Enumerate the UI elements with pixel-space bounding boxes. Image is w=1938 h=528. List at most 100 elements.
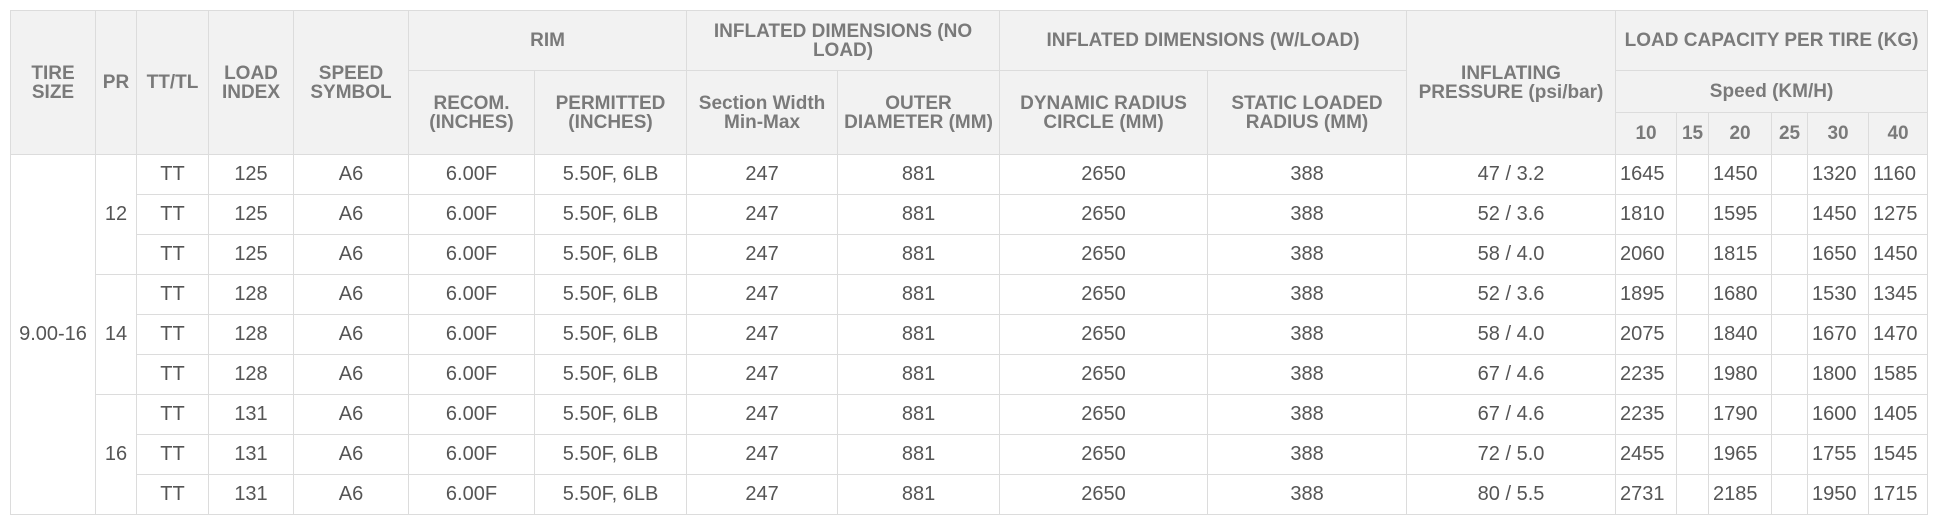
cell: 67 / 4.6 — [1406, 394, 1617, 435]
cell: TT — [136, 434, 209, 475]
table-head: TIRE SIZE PR TT/TL LOAD INDEX SPEED SYMB… — [10, 10, 1929, 155]
cell: 5.50F, 6LB — [533, 154, 688, 195]
empty-cell — [1676, 394, 1710, 435]
cell: 881 — [837, 274, 1001, 315]
cell: A6 — [293, 354, 409, 395]
cell: 247 — [686, 394, 839, 435]
cell: A6 — [293, 194, 409, 235]
load-cell: 1650 — [1807, 234, 1870, 275]
cell: 881 — [837, 354, 1001, 395]
cell: 58 / 4.0 — [1406, 314, 1617, 355]
empty-cell — [1676, 434, 1710, 475]
header-cell: LOAD CAPACITY PER TIRE (KG) — [1615, 10, 1929, 71]
load-cell: 1815 — [1708, 234, 1773, 275]
cell: 247 — [686, 234, 839, 275]
cell: A6 — [293, 274, 409, 315]
header-cell: SPEED SYMBOL — [293, 10, 409, 155]
cell: 52 / 3.6 — [1406, 194, 1617, 235]
cell: 881 — [837, 474, 1001, 515]
load-cell: 1980 — [1708, 354, 1773, 395]
cell: TT — [136, 274, 209, 315]
empty-cell — [1771, 394, 1809, 435]
cell: 388 — [1207, 314, 1408, 355]
cell: 2650 — [999, 314, 1209, 355]
empty-cell — [1676, 274, 1710, 315]
load-cell: 1755 — [1807, 434, 1870, 475]
cell: 125 — [208, 194, 294, 235]
load-cell: 1840 — [1708, 314, 1773, 355]
cell: 881 — [837, 154, 1001, 195]
cell: A6 — [293, 434, 409, 475]
header-cell: RIM — [407, 10, 688, 71]
load-cell: 1950 — [1807, 474, 1870, 515]
load-cell: 1790 — [1708, 394, 1773, 435]
empty-cell — [1676, 234, 1710, 275]
load-cell: 1530 — [1807, 274, 1870, 315]
cell: 128 — [208, 274, 294, 315]
cell: 2650 — [999, 194, 1209, 235]
header-cell: 20 — [1708, 112, 1773, 155]
load-cell: 2235 — [1615, 394, 1678, 435]
cell: 5.50F, 6LB — [533, 474, 688, 515]
empty-cell — [1771, 314, 1809, 355]
load-cell: 1645 — [1615, 154, 1678, 195]
table-row: TT 131 A6 6.00F 5.50F, 6LB 247 881 2650 388 72 / … — [11, 434, 1929, 475]
empty-cell — [1771, 354, 1809, 395]
cell: 388 — [1207, 234, 1408, 275]
load-cell: 1585 — [1868, 354, 1929, 395]
load-cell: 1800 — [1807, 354, 1870, 395]
load-cell: 2455 — [1615, 434, 1678, 475]
cell: TT — [136, 194, 209, 235]
empty-cell — [1771, 434, 1809, 475]
header-cell: TIRE SIZE — [10, 10, 96, 155]
cell: TT — [136, 474, 209, 515]
header-cell: TT/TL — [136, 10, 209, 155]
header-cell: LOAD INDEX — [208, 10, 294, 155]
empty-cell — [1771, 194, 1809, 235]
load-cell: 1895 — [1615, 274, 1678, 315]
cell: 247 — [686, 474, 839, 515]
cell: 247 — [686, 194, 839, 235]
cell: A6 — [293, 394, 409, 435]
load-cell: 2731 — [1615, 474, 1678, 515]
cell: 6.00F — [408, 234, 535, 275]
cell: 2650 — [999, 394, 1209, 435]
cell: 2650 — [999, 154, 1209, 195]
header-cell: 30 — [1807, 112, 1870, 155]
cell: 5.50F, 6LB — [533, 194, 688, 235]
load-cell: 1450 — [1868, 234, 1929, 275]
cell: 388 — [1207, 434, 1408, 475]
cell: 5.50F, 6LB — [533, 234, 688, 275]
header-cell: PERMITTED (INCHES) — [533, 70, 688, 155]
cell: 131 — [208, 474, 294, 515]
tire-table: TIRE SIZE PR TT/TL LOAD INDEX SPEED SYMB… — [10, 10, 1929, 515]
header-cell: INFLATING PRESSURE (psi/bar) — [1406, 10, 1617, 155]
cell: TT — [136, 234, 209, 275]
header-cell: DYNAMIC RADIUS CIRCLE (MM) — [999, 70, 1209, 155]
cell: 6.00F — [408, 154, 535, 195]
cell: 128 — [208, 354, 294, 395]
load-cell: 2235 — [1615, 354, 1678, 395]
load-cell: 1345 — [1868, 274, 1929, 315]
cell: 6.00F — [408, 314, 535, 355]
load-cell: 1320 — [1807, 154, 1870, 195]
cell: 881 — [837, 234, 1001, 275]
cell: 388 — [1207, 474, 1408, 515]
cell: 131 — [208, 434, 294, 475]
table-row: TT 125 A6 6.00F 5.50F, 6LB 247 881 2650 388 52 / … — [11, 194, 1929, 235]
load-cell: 1600 — [1807, 394, 1870, 435]
load-cell: 1965 — [1708, 434, 1773, 475]
header-cell: STATIC LOADED RADIUS (MM) — [1207, 70, 1408, 155]
empty-cell — [1676, 354, 1710, 395]
load-cell: 1680 — [1708, 274, 1773, 315]
cell: 6.00F — [408, 194, 535, 235]
load-cell: 1275 — [1868, 194, 1929, 235]
table-row: TT 125 A6 6.00F 5.50F, 6LB 247 881 2650 388 58 / … — [11, 234, 1929, 275]
table-row: 16 TT 131 A6 6.00F 5.50F, 6LB 247 881 2650 388 67 … — [11, 394, 1929, 515]
header-row: 10 15 20 25 30 40 — [11, 112, 1929, 155]
cell: 881 — [837, 194, 1001, 235]
cell: 6.00F — [408, 434, 535, 475]
cell: A6 — [293, 154, 409, 195]
cell: 58 / 4.0 — [1406, 234, 1617, 275]
